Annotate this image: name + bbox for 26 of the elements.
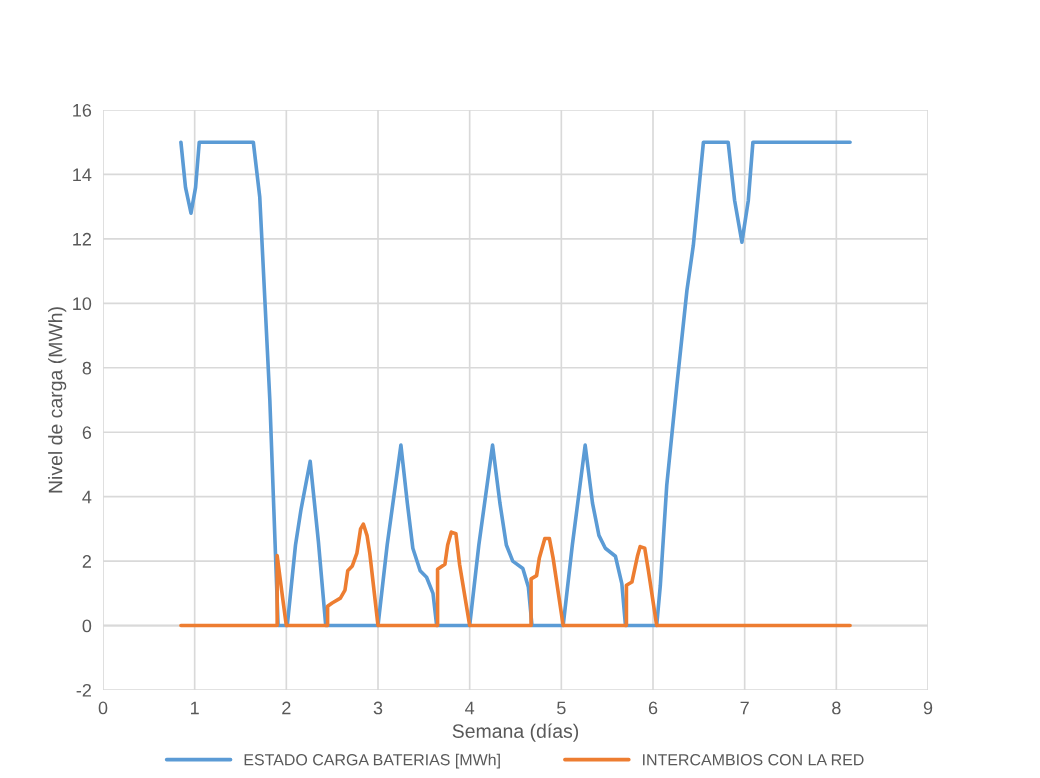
x-tick-label: 3 [373,701,383,715]
y-tick-label: -2 [76,683,91,697]
x-tick-label: 8 [832,701,841,715]
y-tick-label: 0 [82,619,92,633]
line-series [179,522,852,628]
x-tick-label: 2 [282,701,291,715]
x-tick-label: 4 [465,701,475,715]
y-tick-label: 8 [82,361,92,375]
x-axis-title: Semana (días) [452,723,579,742]
y-tick-label: 14 [73,168,92,181]
y-tick-label: 12 [73,232,91,246]
x-tick-label: 6 [648,701,658,715]
x-tick-label: 7 [740,701,749,715]
y-tick-label: 2 [82,555,91,568]
y-tick-label: 4 [82,490,92,504]
x-tick-label: 1 [191,701,199,715]
y-tick-label: 10 [73,297,92,311]
legend-label: INTERCAMBIOS CON LA RED [643,754,864,766]
y-tick-label: 16 [73,103,92,117]
x-tick-label: 9 [923,701,933,715]
legend-label: ESTADO CARGA BATERIAS [MWh] [244,753,500,769]
y-tick-label: 6 [82,426,92,439]
y-axis-title: Nivel de carga (MWh) [48,307,67,493]
x-tick-label: 5 [557,701,566,715]
x-tick-label: 0 [98,701,108,715]
line-series [179,140,852,628]
